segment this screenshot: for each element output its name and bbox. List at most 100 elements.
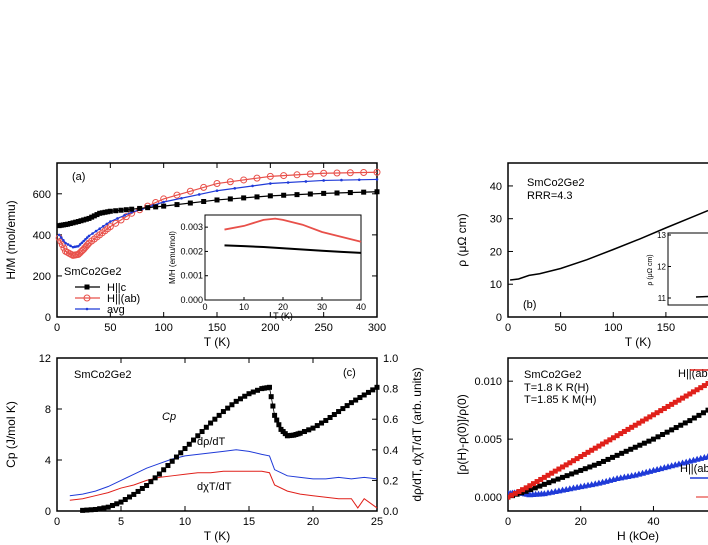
data-point xyxy=(361,392,367,398)
inset-a: 0 10 20 30 40 0.000 0.001 0.002 0.003 T (K) M/H (e… xyxy=(168,214,366,321)
data-point xyxy=(78,218,84,224)
inset-frame xyxy=(667,232,708,306)
data-point xyxy=(226,178,234,186)
data-point xyxy=(65,221,71,227)
compound-label: SmCo2Ge2 xyxy=(64,266,121,278)
compound-label: SmCo2Ge2 xyxy=(524,369,581,381)
data-point xyxy=(701,383,707,389)
panel-4: 0 20 40 0.000 0.005 0.010 H (kOe) [ρ(H)-ρ(0)]/ρ… xyxy=(455,357,708,543)
data-point xyxy=(162,200,165,204)
y-right-axis-label: dρ/dT, dχT/dT (arb. units) xyxy=(410,367,424,501)
data-point xyxy=(173,191,181,199)
data-point xyxy=(118,207,124,213)
data-point xyxy=(676,397,682,403)
data-point xyxy=(573,469,579,475)
data-point xyxy=(546,480,552,486)
data-point xyxy=(370,387,376,393)
data-point xyxy=(105,209,111,215)
data-point xyxy=(665,403,671,409)
x-tick-label: 150 xyxy=(208,322,226,334)
data-point xyxy=(94,212,100,218)
data-point xyxy=(344,403,350,409)
compound-label: SmCo2Ge2 xyxy=(527,177,584,189)
data-point xyxy=(705,407,708,413)
series-label: Cp xyxy=(162,411,176,423)
inset-y-tick-label: 0.001 xyxy=(180,271,203,281)
data-point xyxy=(591,462,597,468)
x-axis-label: H (kOe) xyxy=(617,529,659,543)
legend-label: H||(ab) xyxy=(107,293,140,305)
inset-x-label: T (K) xyxy=(273,311,293,321)
data-point xyxy=(549,470,555,476)
data-point xyxy=(570,458,576,464)
data-point xyxy=(587,464,593,470)
x-tick-label: 100 xyxy=(154,322,172,334)
data-point xyxy=(643,416,649,422)
data-point xyxy=(58,241,66,249)
data-point xyxy=(520,487,526,493)
data-point xyxy=(200,183,208,191)
data-point xyxy=(89,214,95,220)
x-tick-label: 50 xyxy=(104,322,116,334)
data-point xyxy=(589,447,595,453)
data-point xyxy=(304,180,308,183)
data-point xyxy=(148,479,154,485)
data-point xyxy=(340,406,346,412)
data-point xyxy=(101,505,107,511)
data-point xyxy=(199,429,205,435)
data-point xyxy=(246,391,252,397)
data-point xyxy=(122,497,128,503)
data-point xyxy=(237,396,243,402)
series-Cp xyxy=(80,384,380,513)
data-point xyxy=(91,232,94,235)
data-point xyxy=(254,194,260,200)
data-point xyxy=(187,200,193,206)
data-point xyxy=(98,227,101,231)
series-dρ/dT xyxy=(69,449,378,497)
series-label: dρ/dT xyxy=(197,436,226,448)
data-point xyxy=(269,182,272,185)
data-point xyxy=(57,233,61,237)
series-H||(ab) xyxy=(508,381,708,500)
x-tick-label: 15 xyxy=(243,516,255,528)
legend-label: H||(ab) xyxy=(680,463,708,475)
data-point xyxy=(523,488,529,494)
data-point xyxy=(585,449,591,455)
panel-label: (a) xyxy=(72,171,85,183)
data-point xyxy=(267,193,273,199)
y-right-tick-label: 0.0 xyxy=(383,506,398,518)
data-point xyxy=(563,462,569,468)
data-point xyxy=(320,169,328,177)
data-point xyxy=(266,172,274,180)
data-point xyxy=(109,502,115,508)
data-point xyxy=(195,433,201,439)
data-point xyxy=(319,420,325,426)
y-tick-label: 8 xyxy=(45,404,51,416)
data-point xyxy=(374,384,380,390)
inset-y-tick-label: 12 xyxy=(657,263,666,272)
x-tick-label: 0 xyxy=(505,322,511,334)
data-point xyxy=(174,202,180,208)
data-point xyxy=(527,483,533,489)
data-point xyxy=(556,466,562,472)
data-point xyxy=(152,475,158,481)
data-point xyxy=(186,441,192,447)
data-point xyxy=(532,485,538,491)
x-tick-label: 50 xyxy=(555,322,567,334)
data-point xyxy=(678,422,684,428)
series-dχT/dT xyxy=(69,470,378,509)
data-point xyxy=(605,456,611,462)
data-point xyxy=(375,178,379,181)
data-point xyxy=(293,171,301,179)
data-point xyxy=(213,180,221,188)
data-point xyxy=(632,444,638,450)
data-point xyxy=(264,385,270,391)
data-point xyxy=(225,405,231,411)
data-point xyxy=(99,210,105,216)
data-point xyxy=(251,184,254,188)
data-point xyxy=(241,195,247,201)
compound-label: SmCo2Ge2 xyxy=(74,369,131,381)
data-point xyxy=(106,223,114,231)
data-point xyxy=(80,507,86,513)
data-point xyxy=(655,434,661,440)
